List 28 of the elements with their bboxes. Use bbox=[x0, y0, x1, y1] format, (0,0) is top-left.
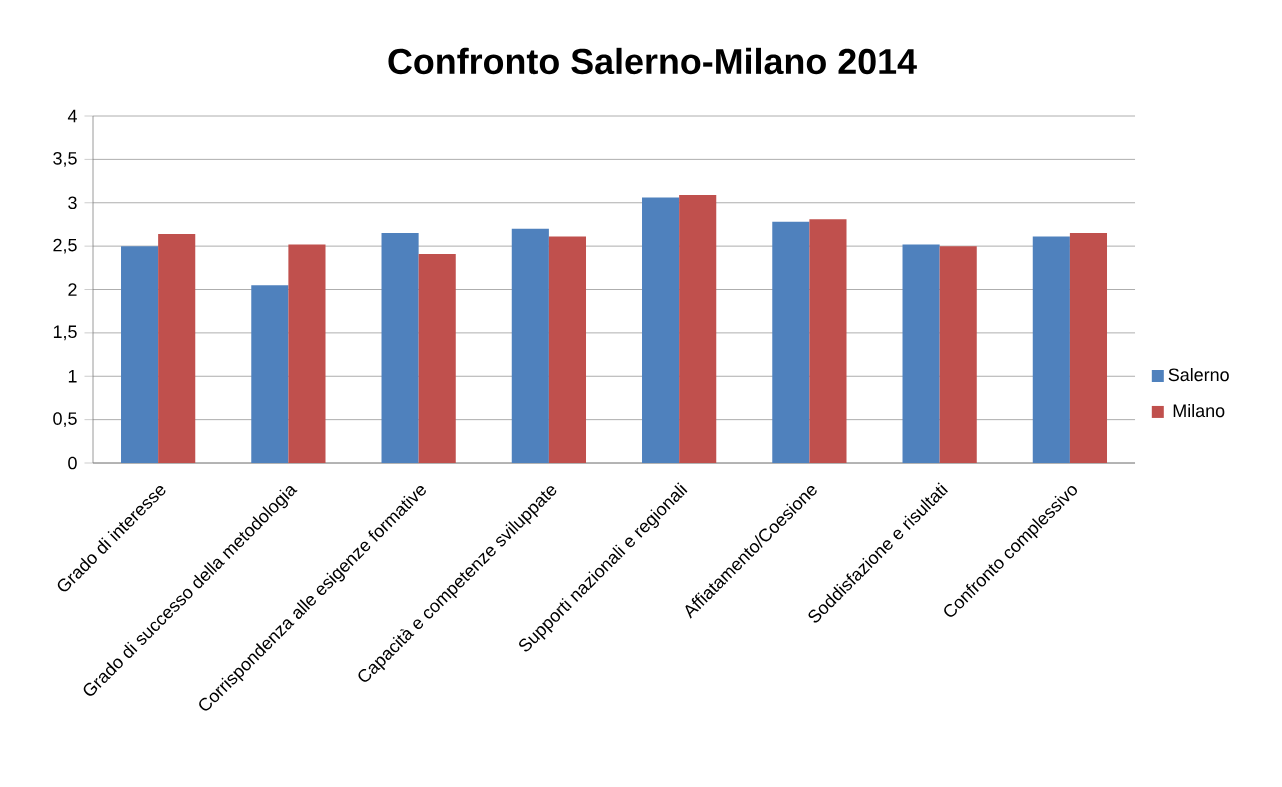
bar bbox=[418, 253, 456, 463]
y-tick-label: 2 bbox=[68, 283, 77, 296]
y-tick-label: 1 bbox=[68, 370, 77, 383]
bar bbox=[679, 194, 717, 463]
y-tick-label: 3,5 bbox=[53, 151, 77, 167]
bar bbox=[251, 285, 289, 463]
bar bbox=[158, 233, 196, 463]
bar bbox=[939, 246, 977, 463]
legend-label: Salerno bbox=[1168, 367, 1229, 382]
bar bbox=[288, 244, 326, 463]
bar bbox=[809, 219, 847, 463]
bar bbox=[902, 244, 940, 463]
y-tick-label: 4 bbox=[67, 109, 77, 123]
bar bbox=[381, 233, 419, 463]
bar bbox=[642, 197, 680, 463]
bar bbox=[772, 221, 810, 463]
y-tick-label: 0,5 bbox=[53, 412, 77, 428]
legend-label: Milano bbox=[1173, 403, 1225, 418]
bar bbox=[511, 228, 549, 463]
bar bbox=[548, 236, 587, 463]
bar bbox=[1069, 233, 1108, 463]
y-tick-label: 2,5 bbox=[53, 238, 77, 254]
bar bbox=[1032, 236, 1070, 463]
y-tick-label: 0 bbox=[68, 456, 77, 470]
y-tick-label: 3 bbox=[68, 196, 77, 210]
bar bbox=[121, 246, 159, 463]
y-tick-label: 1,5 bbox=[53, 325, 77, 341]
chart-title: Confronto Salerno-Milano 2014 bbox=[388, 47, 917, 75]
